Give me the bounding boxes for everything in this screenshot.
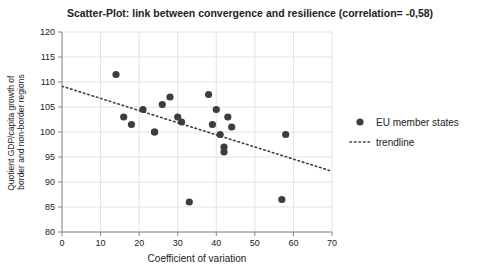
tick-label-y: 105	[40, 102, 55, 112]
tick-label-y: 95	[45, 152, 55, 162]
point	[139, 106, 146, 113]
tick-label-y: 115	[41, 52, 55, 62]
y-axis-label: Quotient GDP/capita growth of border and…	[6, 73, 26, 191]
tick-label-y: 90	[45, 177, 55, 187]
tick-y	[58, 82, 62, 83]
tick-label-x: 10	[96, 238, 106, 248]
y-axis-line	[62, 32, 63, 232]
grid-line-y	[62, 207, 332, 208]
title: Scatter-Plot: link between convergence a…	[67, 7, 433, 19]
legend-swatch	[350, 141, 370, 143]
tick-x	[216, 232, 217, 236]
tick-y	[58, 182, 62, 183]
point	[282, 131, 289, 138]
point	[228, 123, 235, 130]
tick-x	[332, 232, 333, 236]
grid-line-y	[62, 232, 332, 233]
grid-line-y	[62, 132, 332, 133]
point	[224, 113, 231, 120]
tick-label-y: 120	[40, 27, 55, 37]
legend-swatch	[356, 118, 363, 125]
tick-label-x: 30	[173, 238, 183, 248]
point	[278, 196, 285, 203]
point	[128, 121, 135, 128]
tick-x	[100, 232, 101, 236]
chart: Scatter-Plot: link between convergence a…	[0, 0, 500, 278]
tick-label-x: 20	[134, 238, 144, 248]
tick-x	[62, 232, 63, 236]
plot-area	[62, 71, 332, 206]
point	[209, 121, 216, 128]
point	[151, 128, 158, 135]
grid-line-y	[62, 107, 332, 108]
tick-y	[58, 132, 62, 133]
point	[186, 198, 193, 205]
legend-label: EU member states	[376, 117, 459, 128]
tick-label-x: 50	[250, 238, 260, 248]
grid-line-x	[62, 32, 63, 232]
legend: EU member states trendline	[350, 117, 459, 148]
tick-x	[293, 232, 294, 236]
grid-line-y	[62, 82, 332, 83]
tick-label-x: 0	[59, 238, 64, 248]
grid-line-y	[62, 157, 332, 158]
x-axis-line	[62, 232, 332, 233]
tick-y	[58, 157, 62, 158]
tick-y	[58, 57, 62, 58]
tick-y	[58, 207, 62, 208]
tick-label-y: 80	[45, 227, 55, 237]
point	[112, 71, 119, 78]
trendline	[62, 86, 332, 171]
tick-label-y: 85	[45, 202, 55, 212]
point	[220, 148, 227, 155]
tick-label-x: 60	[288, 238, 298, 248]
point	[205, 91, 212, 98]
point	[159, 101, 166, 108]
tick-x	[177, 232, 178, 236]
grid-line-y	[62, 32, 332, 33]
tick-label-y: 100	[40, 127, 55, 137]
tick-x	[254, 232, 255, 236]
grid-line-y	[62, 182, 332, 183]
legend-label: trendline	[376, 137, 415, 148]
point	[178, 118, 185, 125]
tick-label-x: 70	[327, 238, 337, 248]
background	[0, 0, 500, 278]
tick-y	[58, 107, 62, 108]
tick-label-x: 40	[211, 238, 221, 248]
point	[120, 113, 127, 120]
point	[217, 131, 224, 138]
tick-y	[58, 232, 62, 233]
tick-label-y: 110	[41, 77, 55, 87]
grid	[62, 32, 332, 232]
point	[213, 106, 220, 113]
grid-line-y	[62, 57, 332, 58]
x-axis-label: Coefficient of variation	[148, 253, 247, 264]
tick-y	[58, 32, 62, 33]
point	[166, 93, 173, 100]
tick-x	[139, 232, 140, 236]
point	[151, 128, 158, 135]
